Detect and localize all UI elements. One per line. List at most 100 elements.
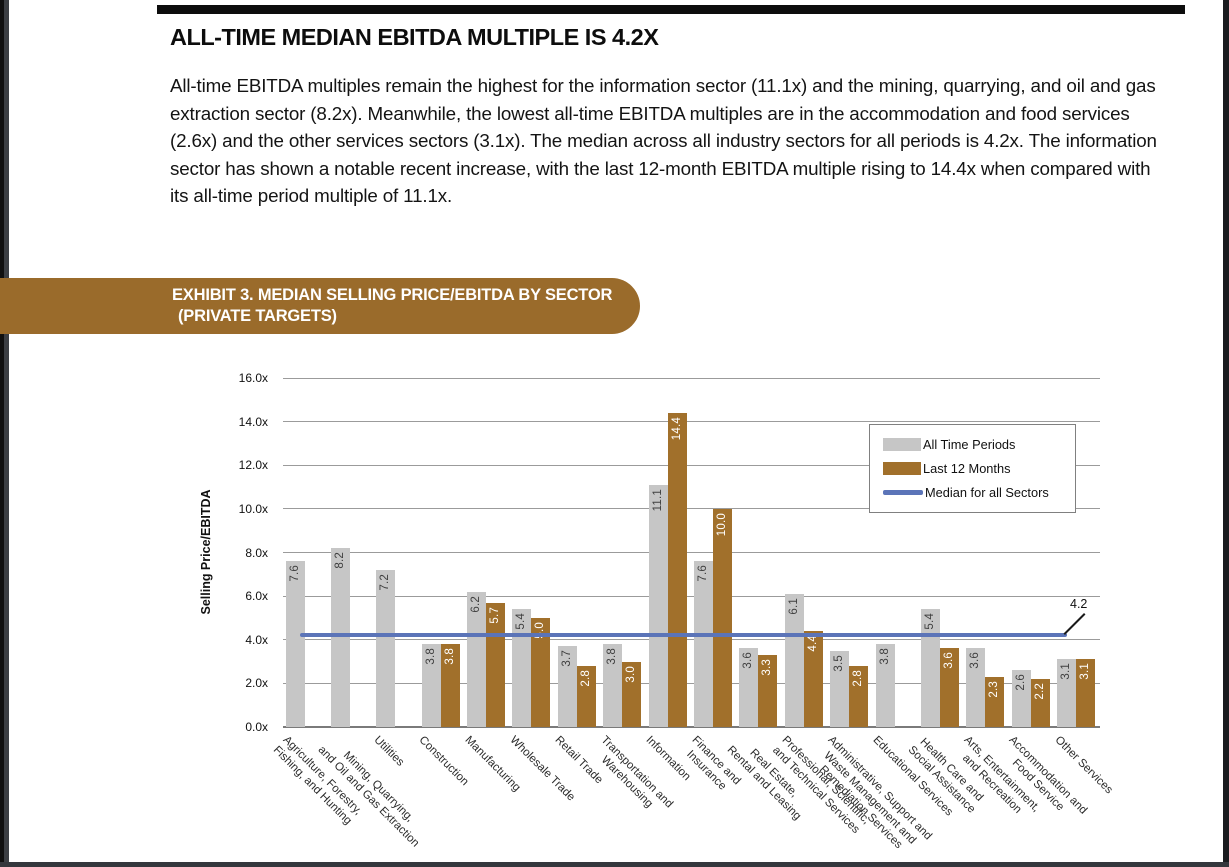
legend-item: Last 12 Months [883, 461, 1071, 476]
exhibit-banner-line1: EXHIBIT 3. MEDIAN SELLING PRICE/EBITDA B… [172, 286, 613, 304]
legend-label: All Time Periods [923, 436, 1016, 452]
bar [849, 665, 869, 727]
bar-value-label: 7.6 [288, 565, 301, 582]
bar-value-label: 3.5 [833, 654, 846, 672]
bar [875, 644, 895, 727]
bar [830, 650, 850, 727]
bar-value-label: 3.6 [742, 652, 755, 670]
bar-value-label: 5.4 [923, 613, 936, 630]
bar [667, 412, 687, 727]
y-axis-tick-label: 16.0x [238, 371, 268, 385]
bar-value-label: 2.8 [579, 669, 592, 687]
bar [966, 648, 986, 727]
y-axis-tick-label: 2.0x [245, 676, 268, 691]
bar-value-label: 3.0 [625, 665, 638, 683]
gridline [283, 595, 1100, 597]
exhibit-banner: EXHIBIT 3. MEDIAN SELLING PRICE/EBITDA B… [0, 278, 640, 334]
top-divider-rule [157, 5, 1185, 14]
legend-item: Median for all Sectors [883, 485, 1071, 500]
bar-value-label: 3.8 [606, 648, 619, 665]
gridline [283, 552, 1100, 553]
y-axis-tick-label: 14.0x [238, 414, 268, 429]
bar-value-label: 14.4 [670, 416, 683, 441]
bar [330, 548, 350, 727]
gridline [283, 377, 1100, 379]
bar-value-label: 3.8 [443, 648, 456, 665]
bar-value-label: 7.6 [697, 565, 709, 582]
bar [920, 609, 940, 727]
bar [376, 569, 396, 727]
bar-value-label: 2.3 [988, 680, 1001, 698]
bar-value-label: 4.4 [806, 635, 819, 652]
y-axis-tick-label: 4.0x [245, 632, 268, 647]
gridline [283, 464, 1100, 466]
gridline [283, 508, 1100, 510]
bar [694, 561, 713, 727]
page-right-edge [1223, 0, 1229, 867]
bar-value-label: 3.1 [1079, 663, 1092, 680]
bar-value-label: 8.2 [333, 552, 346, 569]
bar-value-label: 3.3 [761, 659, 774, 676]
bar-value-label: 3.6 [942, 652, 955, 670]
y-axis-tick-label: 6.0x [245, 589, 268, 604]
gridline [283, 421, 1100, 423]
bar [1057, 659, 1077, 727]
median-callout-label: 4.2 [1070, 597, 1088, 612]
gridline [283, 639, 1100, 641]
body-paragraph: All-time EBITDA multiples remain the hig… [170, 75, 1157, 207]
bar-value-label: 5.4 [515, 613, 528, 630]
bar [576, 665, 596, 727]
median-line [300, 633, 1067, 638]
bar [713, 508, 732, 727]
median-callout-line [1063, 613, 1086, 636]
bar-value-label: 2.8 [852, 669, 865, 687]
bar-value-label: 5.7 [489, 606, 502, 624]
bar [985, 676, 1005, 727]
bar [512, 609, 532, 727]
bar [421, 644, 441, 727]
bar [531, 617, 551, 727]
y-axis-tick-label: 10.0x [238, 501, 268, 516]
bar [603, 644, 623, 727]
bar [557, 646, 577, 727]
bar [758, 655, 778, 727]
bar-value-label: 7.2 [379, 573, 392, 591]
legend-label: Last 12 Months [923, 460, 1011, 476]
legend-label: Median for all Sectors [925, 485, 1049, 501]
bar-value-label: 3.8 [424, 648, 437, 665]
gridline [283, 726, 1100, 728]
bar-value-label: 2.2 [1033, 683, 1046, 700]
bar [285, 561, 305, 727]
bar-value-label: 6.1 [787, 597, 800, 615]
bar [1030, 679, 1050, 727]
legend-swatch-icon [883, 490, 923, 496]
bar-value-label: 11.1 [651, 488, 664, 512]
bar [440, 644, 460, 727]
bar [648, 484, 668, 727]
bar [467, 591, 487, 727]
bar [1076, 659, 1096, 727]
x-axis-category-label: Utilities [371, 734, 406, 769]
bar-value-label: 6.2 [470, 595, 483, 613]
chart-legend: All Time Periods Last 12 Months Median for… [869, 424, 1076, 513]
page-bottom-edge [0, 862, 1229, 867]
bar [1011, 670, 1031, 727]
exhibit-banner-line2: (PRIVATE TARGETS) [178, 307, 337, 325]
y-axis-tick-label: 0.0x [245, 720, 268, 734]
bar [939, 648, 959, 727]
bar-value-label: 3.7 [560, 650, 573, 667]
legend-swatch-icon [883, 461, 921, 475]
y-axis-tick-label: 8.0x [245, 545, 268, 560]
page-title: ALL-TIME MEDIAN EBITDA MULTIPLE IS 4.2X [170, 24, 659, 50]
bar-value-label: 10.0 [716, 512, 728, 537]
page-left-edge [0, 0, 9, 867]
legend-item: All Time Periods [883, 437, 1071, 452]
bar-value-label: 3.1 [1060, 663, 1073, 680]
bar-value-label: 3.6 [969, 652, 982, 670]
gridline [283, 682, 1100, 684]
y-axis-tick-label: 12.0x [238, 458, 268, 473]
bar [803, 631, 823, 727]
bar-value-label: 3.8 [878, 648, 891, 665]
bar [784, 593, 804, 727]
